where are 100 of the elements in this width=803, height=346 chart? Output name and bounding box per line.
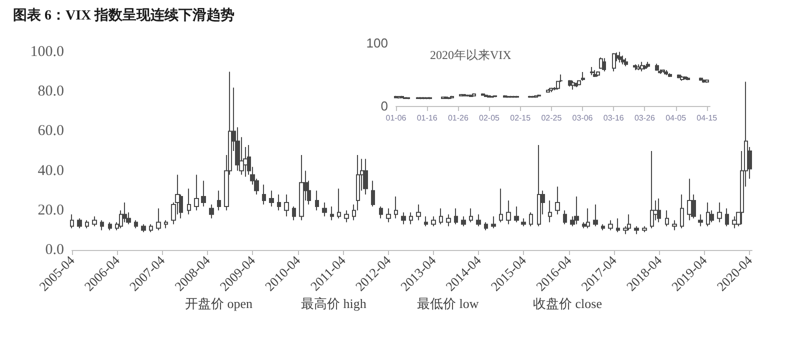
text: 最高价 high: [301, 296, 367, 311]
candlestick: [668, 72, 672, 78]
candlestick: [469, 208, 473, 223]
candlestick: [586, 208, 590, 229]
candlestick: [596, 70, 600, 77]
candlestick: [201, 180, 206, 207]
candlestick: [394, 196, 398, 219]
x-tick-label: 02-25: [541, 114, 562, 122]
candlestick: [379, 206, 383, 219]
candlestick: [299, 154, 304, 221]
candlestick: [601, 224, 605, 231]
candlestick: [409, 212, 413, 225]
candlestick: [593, 204, 598, 227]
candlestick: [621, 55, 625, 65]
x-tick-label: 03-16: [603, 114, 624, 122]
candlestick: [386, 208, 391, 223]
candlestick: [537, 94, 541, 98]
candlestick: [515, 95, 519, 98]
candlestick: [627, 214, 631, 231]
candlestick: [85, 220, 89, 229]
candlestick: [521, 218, 526, 227]
candlestick: [493, 95, 497, 98]
candlestick: [640, 61, 644, 72]
candlestick: [400, 95, 404, 98]
candlestick: [499, 188, 503, 223]
y-tick-label: 100: [366, 36, 388, 50]
candlestick: [633, 64, 637, 71]
candlestick: [686, 76, 690, 81]
candlestick: [563, 210, 567, 225]
candlestick: [705, 79, 709, 84]
candlestick: [92, 216, 97, 227]
candlestick: [548, 200, 552, 223]
candlestick: [636, 64, 640, 71]
y-tick-label: 100.0: [30, 44, 64, 60]
y-tick-label: 80.0: [38, 84, 64, 100]
y-tick-label: 60.0: [38, 123, 64, 140]
candlestick: [680, 194, 684, 229]
candlestick: [416, 204, 421, 221]
candlestick: [454, 208, 458, 225]
candlestick: [401, 212, 406, 225]
candlestick: [661, 68, 665, 74]
candlestick: [70, 214, 74, 229]
y-tick-label: 0.0: [45, 242, 64, 258]
chart-title: 2020年以来VIX: [430, 48, 512, 62]
candlestick: [608, 220, 613, 231]
candlestick: [164, 220, 168, 229]
candlestick: [330, 206, 334, 221]
chart-title: 图表 6：VIX 指数呈现连续下滑趋势: [13, 8, 235, 24]
x-tick-label: 04-15: [696, 114, 718, 122]
candlestick: [732, 216, 737, 229]
candlestick: [646, 61, 650, 68]
candlestick: [514, 206, 519, 223]
text: 收盘价 close: [533, 296, 602, 311]
candlestick: [462, 94, 466, 96]
candlestick: [634, 226, 639, 235]
candlestick: [677, 74, 681, 79]
candlestick: [657, 198, 661, 223]
candlestick: [108, 222, 112, 231]
candlestick: [706, 202, 710, 227]
candlestick: [371, 180, 375, 207]
candlestick: [537, 144, 541, 227]
candlestick: [642, 226, 647, 233]
candlestick: [277, 194, 281, 211]
candlestick: [344, 210, 349, 223]
candlestick: [476, 214, 481, 227]
x-tick-label: 01-06: [386, 114, 407, 122]
candlestick: [262, 184, 266, 205]
candlestick: [581, 71, 585, 82]
candlestick: [194, 174, 199, 211]
candlestick: [618, 51, 622, 64]
candlestick: [141, 224, 146, 233]
candlestick: [616, 218, 620, 233]
candlestick: [484, 222, 488, 231]
candlestick: [481, 92, 485, 96]
candlestick: [590, 66, 594, 76]
candlestick: [322, 202, 327, 217]
candlestick: [665, 210, 669, 227]
candlestick: [725, 208, 729, 227]
candlestick: [269, 190, 274, 207]
candlestick: [717, 202, 722, 223]
candlestick: [363, 158, 368, 196]
candlestick: [315, 190, 319, 211]
candlestick: [134, 220, 138, 229]
candlestick: [612, 52, 616, 72]
x-tick-label: 01-16: [416, 114, 438, 122]
candlestick: [593, 70, 597, 78]
candlestick: [664, 70, 668, 76]
candlestick: [555, 186, 560, 215]
candlestick: [439, 208, 443, 225]
candlestick: [446, 214, 451, 227]
candlestick: [574, 82, 578, 88]
candlestick: [337, 188, 341, 219]
candlestick: [549, 87, 553, 93]
candlestick: [672, 220, 677, 231]
text: 最低价 low: [417, 296, 480, 311]
candlestick: [209, 204, 214, 219]
candlestick: [77, 218, 82, 229]
candlestick: [461, 216, 466, 227]
candlestick: [472, 92, 476, 98]
candlestick: [655, 63, 659, 72]
